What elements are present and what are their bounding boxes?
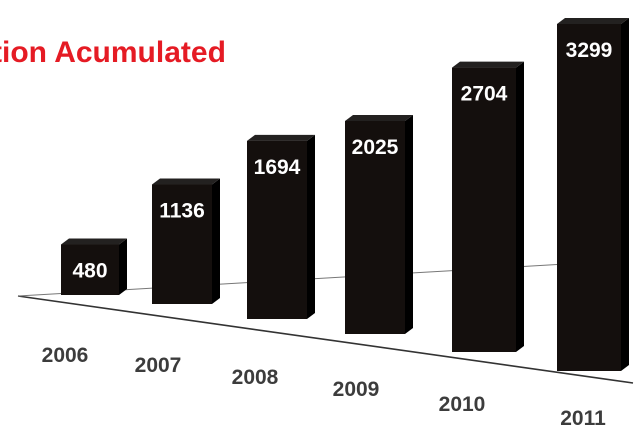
bar-2009: 2025 <box>345 115 413 335</box>
bar-top-face <box>61 238 127 245</box>
category-label: 2010 <box>439 393 486 416</box>
bar-side-face <box>307 134 315 319</box>
bar-value-label: 480 <box>72 260 107 283</box>
bar-front-face <box>247 140 307 319</box>
category-label: 2011 <box>560 407 606 430</box>
bar-value-label: 1694 <box>254 156 301 179</box>
bar-value-label: 1136 <box>159 200 205 223</box>
floor-front-edge <box>17 295 634 384</box>
bar-front-face <box>557 24 621 371</box>
category-labels: 2006 2007 2008 2009 2010 2011 <box>42 344 606 430</box>
chart-title: tion Acumulated <box>0 36 226 69</box>
bar-top-face <box>557 18 629 24</box>
bar-front-face <box>452 67 516 353</box>
bar-top-face <box>452 61 524 68</box>
bar-side-face <box>405 115 413 335</box>
bar-front-face <box>345 121 405 335</box>
bar-2006: 480 <box>61 238 127 295</box>
bar-value-label: 2025 <box>352 136 399 159</box>
bar-2008: 1694 <box>247 134 315 319</box>
bar-side-face <box>621 18 629 371</box>
category-label: 2006 <box>42 344 89 367</box>
bar-2010: 2704 <box>452 61 524 353</box>
bar-side-face <box>212 178 220 304</box>
bar-side-face <box>119 238 127 295</box>
category-label: 2007 <box>135 354 182 377</box>
bar-front-face <box>61 244 119 295</box>
bar-top-face <box>345 115 413 122</box>
category-label: 2009 <box>333 378 380 401</box>
bar-front-face <box>152 184 212 304</box>
bar-top-face <box>247 134 315 141</box>
bar-value-label: 2704 <box>461 83 508 106</box>
bar-2007: 1136 <box>152 178 220 304</box>
bars-layer: 480 1136 1694 2025 2704 3299 <box>61 18 629 371</box>
bar-side-face <box>516 61 524 353</box>
bar-top-face <box>152 178 220 185</box>
bar-value-label: 3299 <box>566 39 613 62</box>
category-label: 2008 <box>232 366 279 389</box>
bar-2011: 3299 <box>557 18 629 371</box>
